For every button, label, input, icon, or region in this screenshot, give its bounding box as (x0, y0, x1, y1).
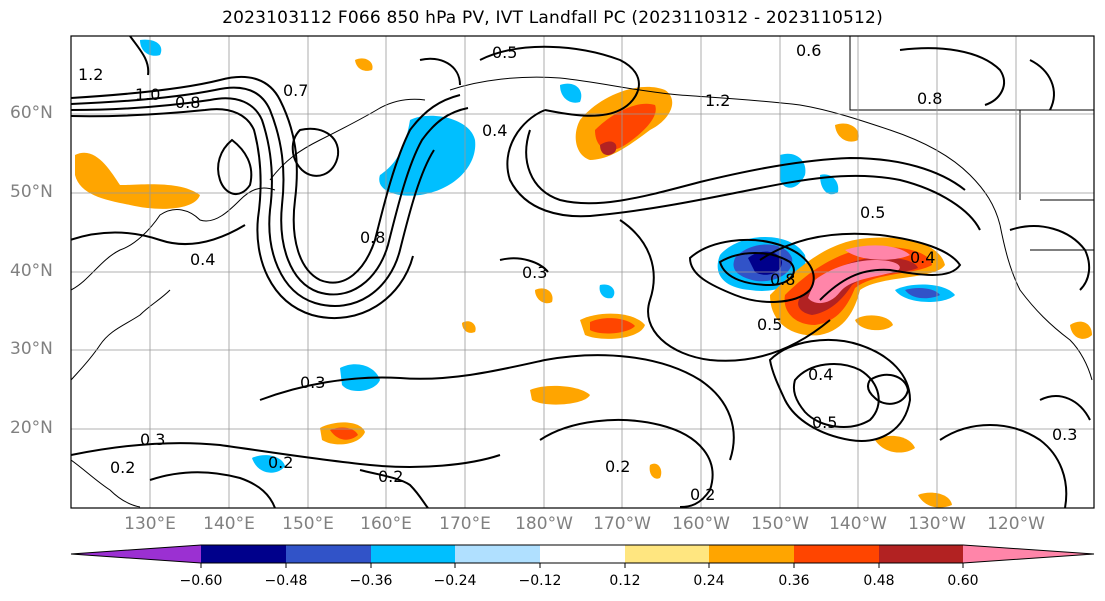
lat-label: 50°N (10, 182, 53, 202)
lon-label: 120°W (987, 514, 1045, 534)
contour-label: 0.2 (378, 467, 403, 486)
lat-label: 30°N (10, 339, 53, 359)
colorbar-tick-label: −0.12 (518, 573, 562, 589)
contour-label: 0.8 (360, 228, 385, 247)
lon-label: 140°E (203, 514, 255, 534)
contour-label: 1.2 (78, 65, 103, 84)
lon-label: 130°E (124, 514, 176, 534)
contour-label: 0.8 (175, 93, 200, 112)
contour-label: 0.5 (492, 43, 517, 62)
shading-layer (75, 39, 1092, 508)
contour-label: 0.3 (522, 263, 547, 282)
contour-label: 0.5 (757, 315, 782, 334)
lon-label: 170°E (439, 514, 491, 534)
contour-lines (71, 36, 1091, 508)
lon-label: 150°E (282, 514, 334, 534)
colorbar-tick-label: −0.60 (179, 573, 223, 589)
contour-label: 0.4 (482, 121, 507, 140)
colorbar-tick-label: −0.24 (433, 573, 477, 589)
contour-label: 0.3 (1052, 425, 1077, 444)
lat-label: 20°N (10, 418, 53, 438)
contour-label: 0.7 (283, 81, 308, 100)
contour-label: 0.2 (268, 453, 293, 472)
lon-label: 140°W (829, 514, 887, 534)
coastlines (71, 36, 1094, 508)
contour-label: 0.8 (917, 89, 942, 108)
contour-label: 0.5 (812, 413, 837, 432)
lat-label: 40°N (10, 261, 53, 281)
contour-label: 1.2 (705, 91, 730, 110)
contour-label: 0.2 (690, 485, 715, 504)
lon-label: 150°W (751, 514, 809, 534)
contour-label: 0.6 (796, 41, 821, 60)
contour-label: 0.4 (190, 250, 215, 269)
colorbar-tick-label: −0.36 (349, 573, 393, 589)
colorbar-tick-label: 0.60 (947, 573, 979, 589)
contour-label: 0.2 (110, 458, 135, 477)
colorbar-tick-label: −0.48 (264, 573, 308, 589)
contour-label: 0.2 (605, 457, 630, 476)
lon-label: 160°W (672, 514, 730, 534)
lon-label: 170°W (593, 514, 651, 534)
contour-labels: 1.2 1.0 0.8 0.7 0.5 0.6 0.8 0.4 1.2 0.5 … (78, 41, 1077, 504)
contour-label: 0.3 (300, 373, 325, 392)
lon-label: 180°W (515, 514, 573, 534)
contour-label: 0.8 (770, 270, 795, 289)
contour-label: 1.0 (135, 85, 160, 104)
chart-title: 2023103112 F066 850 hPa PV, IVT Landfall… (222, 8, 883, 28)
colorbar-tick-label: 0.24 (693, 573, 725, 589)
contour-label: 0.4 (808, 365, 833, 384)
lat-label: 60°N (10, 103, 53, 123)
lon-label: 160°E (360, 514, 412, 534)
map-frame (70, 35, 1095, 509)
contour-label: 0.5 (860, 203, 885, 222)
lon-label: 130°W (908, 514, 966, 534)
colorbar-tick-label: 0.48 (863, 573, 895, 589)
colorbar-tick-label: 0.36 (778, 573, 810, 589)
contour-label: 0.4 (910, 248, 935, 267)
colorbar-tick-label: 0.12 (609, 573, 641, 589)
contour-label: 0.3 (140, 430, 165, 449)
